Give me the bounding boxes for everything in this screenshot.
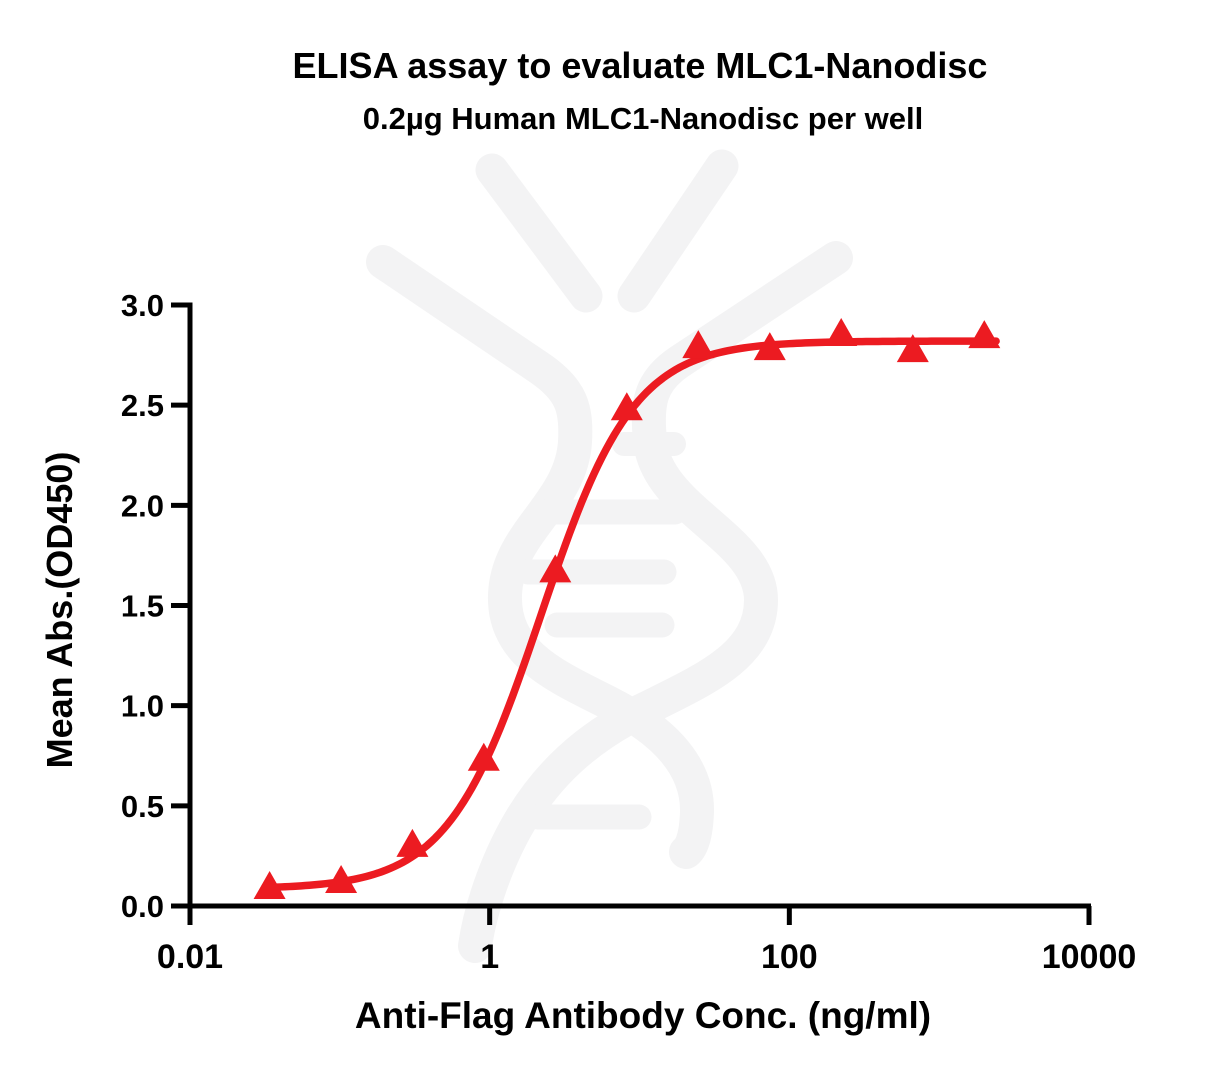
data-point-marker — [539, 554, 572, 583]
antibody-dna-watermark-icon — [366, 149, 853, 963]
x-tick-label: 1 — [480, 938, 499, 976]
x-tick-label: 100 — [761, 938, 818, 976]
data-point-marker — [467, 742, 500, 771]
y-tick-label: 2.0 — [121, 488, 164, 523]
y-axis-label: Mean Abs.(OD450) — [39, 452, 80, 769]
data-point-marker — [253, 871, 286, 899]
x-tick-label: 0.01 — [157, 938, 223, 976]
x-axis-label: Anti-Flag Antibody Conc. (ng/ml) — [355, 995, 931, 1036]
data-point-marker — [682, 330, 715, 359]
y-tick-label: 0.0 — [121, 889, 164, 924]
y-tick-label: 3.0 — [121, 288, 164, 323]
data-point-marker — [610, 392, 643, 421]
watermark-outer-left-arm-strand — [366, 245, 714, 869]
plot-area: 0.0 0.5 1.0 1.5 2.0 2.5 3.0 0.01 1 100 10000 — [121, 288, 1136, 976]
data-point-marker — [968, 320, 1001, 349]
y-tick-label: 1.5 — [121, 589, 164, 624]
data-point-marker — [396, 828, 429, 857]
data-point-marker — [325, 865, 358, 893]
watermark-inner-right-arm — [617, 149, 739, 313]
chart-title: ELISA assay to evaluate MLC1-Nanodisc — [293, 45, 988, 86]
y-tick-label: 2.5 — [121, 388, 164, 423]
data-point-marker — [825, 318, 858, 346]
y-tick-label: 0.5 — [121, 789, 164, 824]
chart-subtitle: 0.2µg Human MLC1-Nanodisc per well — [363, 101, 923, 136]
watermark-inner-left-arm — [475, 153, 603, 313]
data-point-marker — [753, 332, 786, 361]
y-tick-label: 1.0 — [121, 689, 164, 724]
x-tick-label: 10000 — [1042, 938, 1137, 976]
data-point-marker — [896, 334, 929, 363]
